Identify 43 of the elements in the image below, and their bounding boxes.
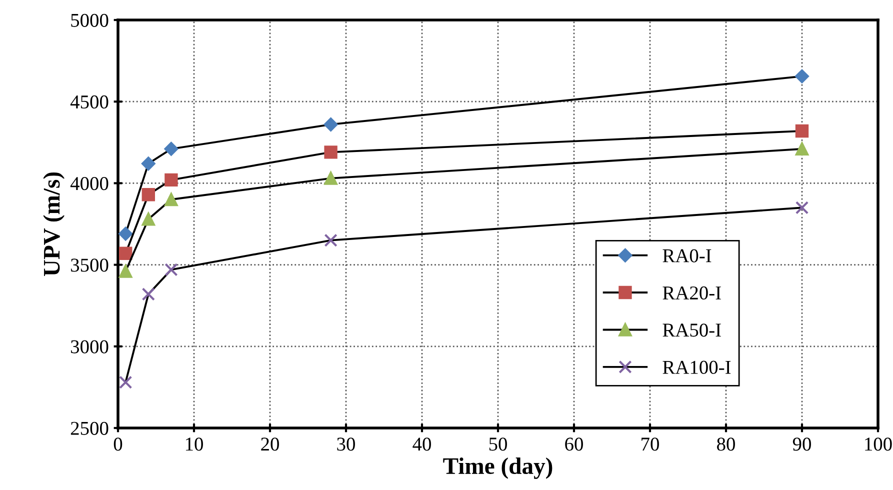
legend-label: RA50-I [662,324,721,337]
x-axis-title: Time (day) [443,457,552,479]
point [141,156,156,171]
y-tick-label: 3000 [71,340,108,354]
point [324,172,338,185]
y-tick-label: 4500 [70,95,108,109]
legend-label: RA20-I [662,286,721,300]
y-tick-label: 5000 [71,14,108,27]
x-tick-label: 50 [489,438,507,451]
point [119,264,132,278]
point [795,124,809,138]
x-tick-label: 40 [412,438,431,451]
point [119,246,132,260]
point [164,142,178,156]
point [164,192,178,206]
x-tick-label: 30 [337,438,355,451]
point [795,69,809,84]
legend-label: RA0-I [662,249,712,262]
point [795,142,809,156]
x-tick-label: 100 [865,438,892,451]
x-tick-label: 10 [186,438,203,451]
point [142,212,155,226]
point [164,173,178,187]
y-tick-label: 4000 [70,177,108,190]
point [118,226,133,241]
x-tick-label: 70 [642,438,659,451]
point [164,263,178,276]
point [119,376,132,389]
x-tick-label: 90 [792,438,811,451]
point [795,201,809,214]
y-axis-title: UPV (m/s) [43,172,65,276]
y-tick-label: 3500 [71,258,108,272]
x-tick-label: 20 [261,438,279,451]
x-tick-label: 0 [114,438,122,451]
point [324,146,338,159]
x-tick-label: 80 [717,438,735,451]
point [324,118,338,132]
point [142,188,155,202]
point [142,288,155,301]
legend-label: RA100-I [662,360,731,374]
y-tick-label: 2500 [70,422,108,435]
x-tick-label: 60 [565,438,583,451]
point [324,234,338,247]
